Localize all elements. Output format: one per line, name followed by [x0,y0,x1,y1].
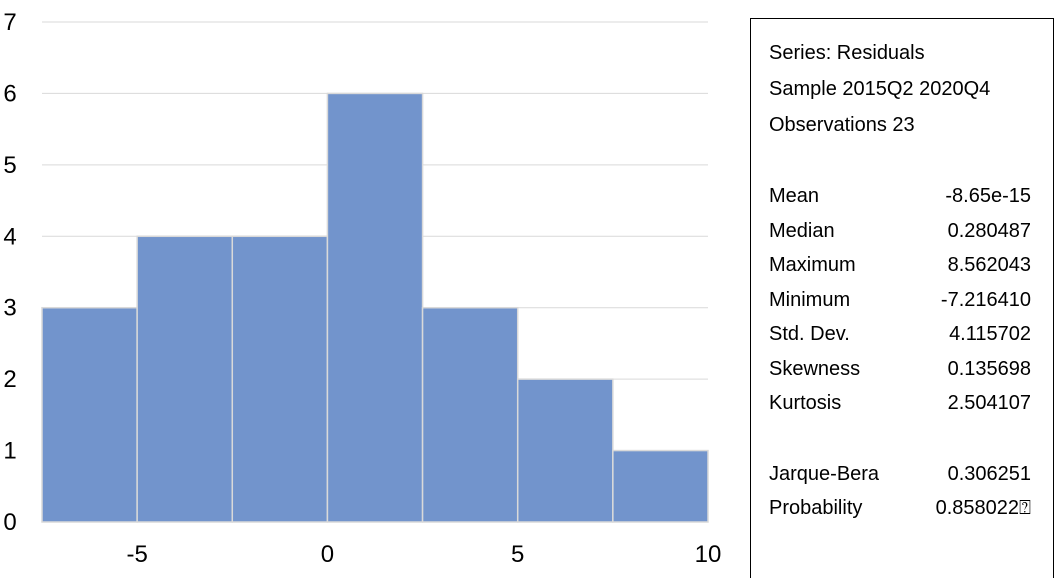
stats-row-probability: Probability 0.858022⍰ [769,491,1053,526]
stats-value: 0.280487 [947,219,1031,242]
stats-value: 8.562043 [947,254,1031,276]
x-tick-label: 10 [695,541,722,568]
histogram-bar [612,449,709,523]
stats-label: Skewness [769,357,861,380]
y-tick-label: 7 [3,9,16,36]
x-tick-label: -5 [126,541,147,568]
y-tick-label: 3 [3,295,16,322]
histogram-bar [326,92,424,523]
y-tick-label: 2 [3,366,16,393]
y-tick-label: 5 [3,152,16,179]
histogram-bar [41,306,138,523]
stats-value: -7.216410 [940,288,1031,311]
stats-row-skewness: Skewness 0.135698 [769,352,1053,387]
stats-value: 0.306251 [947,462,1031,485]
stats-value: 0.135698 [947,357,1031,380]
stats-label: Mean [769,185,820,207]
stats-row-kurtosis: Kurtosis 2.504107 [769,386,1053,421]
stats-series-line: Series: Residuals [769,42,925,64]
stats-row-minimum: Minimum -7.216410 [769,283,1053,318]
histogram-bar [231,235,329,523]
stats-row-jarque-bera: Jarque-Bera 0.306251 [769,457,1053,492]
stats-label: Std. Dev. [769,323,850,345]
stats-label: Probability [769,497,863,519]
stats-panel: Series: Residuals Sample 2015Q2 2020Q4 O… [750,18,1054,578]
stats-value: -8.65e-15 [945,185,1031,207]
y-tick-label: 1 [3,438,16,465]
stats-row-median: Median 0.280487 [769,214,1053,249]
stats-label: Kurtosis [769,392,842,414]
stats-label: Jarque-Bera [769,462,880,485]
stats-row-maximum: Maximum 8.562043 [769,248,1053,283]
histogram-bar [421,306,519,523]
histogram-bar [516,378,614,523]
histogram-chart: 0 1 2 3 4 5 6 7 -5 0 5 10 [3,9,722,568]
y-tick-label: 4 [3,223,16,250]
histogram-bar [136,235,234,523]
stats-label: Minimum [769,288,851,311]
stats-value: 4.115702 [949,323,1031,345]
stats-label: Median [769,219,835,242]
y-tick-label: 6 [3,80,16,107]
stats-observations-line: Observations 23 [769,114,915,136]
y-tick-label: 0 [3,509,16,536]
stats-value: 2.504107 [947,392,1031,414]
x-tick-label: 5 [511,541,524,568]
stats-row-std-dev: Std. Dev. 4.115702 [769,317,1053,352]
stats-row-mean: Mean -8.65e-15 [769,179,1053,214]
stats-label: Maximum [769,254,856,276]
stats-sample-line: Sample 2015Q2 2020Q4 [769,78,991,100]
x-tick-label: 0 [321,541,334,568]
stats-value: 0.858022⍰ [935,497,1031,519]
